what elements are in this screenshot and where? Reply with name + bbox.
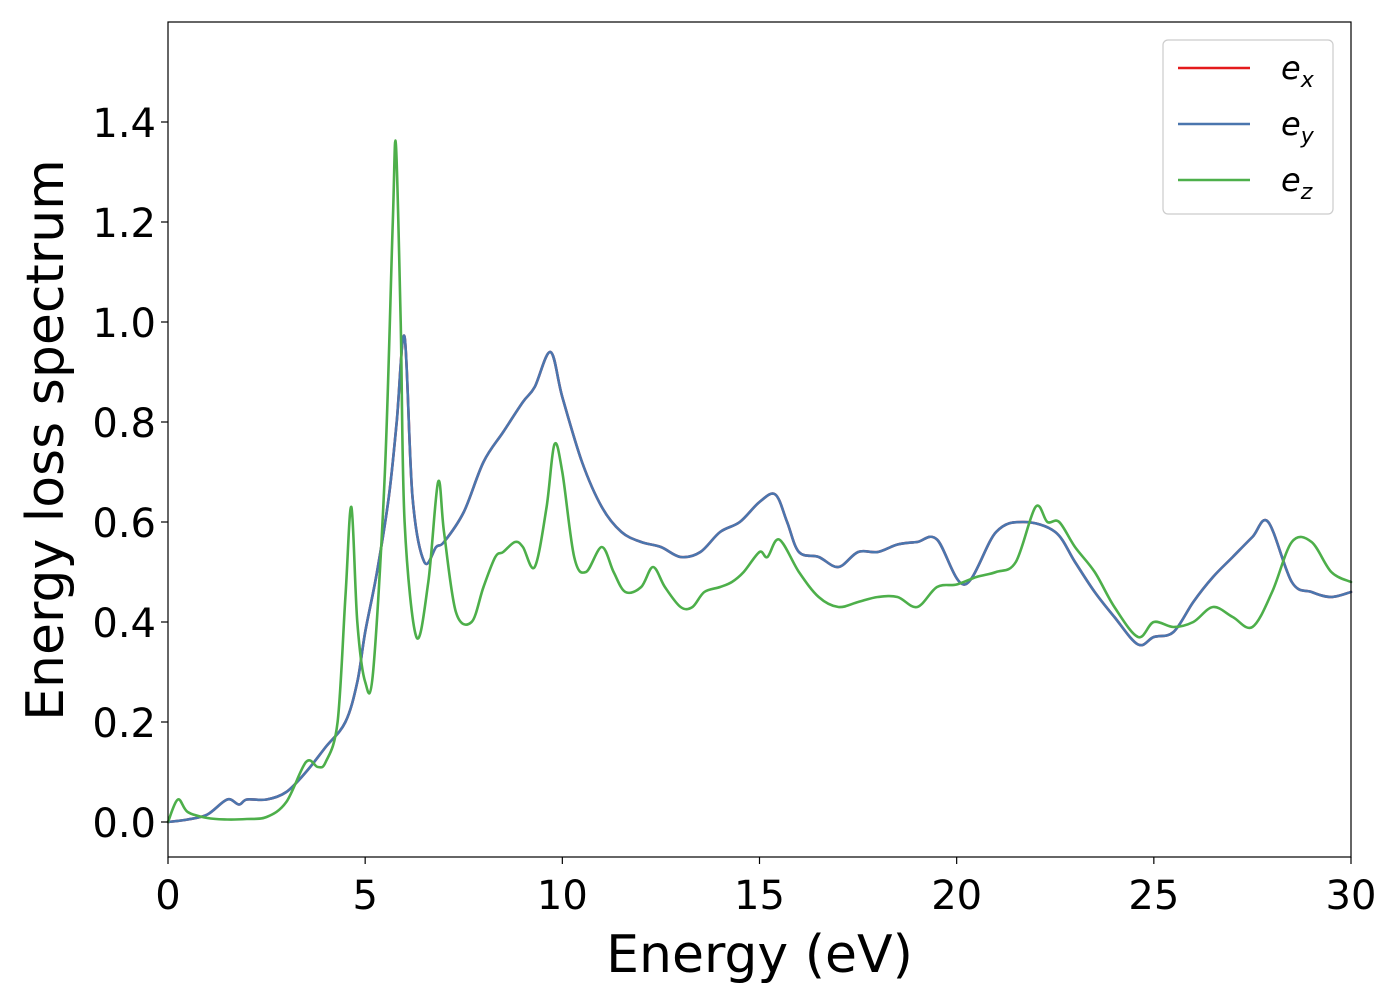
y-axis-label: Energy loss spectrum: [16, 159, 76, 721]
legend-label-subscript: y: [1300, 124, 1315, 149]
y-tick-label: 0.0: [92, 801, 156, 847]
x-tick-label: 15: [734, 873, 785, 919]
series-line-y: [166, 334, 1353, 824]
y-tick-label: 1.4: [92, 101, 156, 147]
legend-label-base: e: [1281, 49, 1301, 87]
legend-label-z: ez: [1281, 161, 1313, 205]
x-tick-label: 30: [1326, 873, 1377, 919]
series-layer: [166, 139, 1353, 824]
x-tick-label: 5: [352, 873, 377, 919]
legend-label-y: ey: [1281, 105, 1315, 149]
legend-label-base: e: [1281, 161, 1301, 199]
legend-box: [1162, 39, 1334, 215]
x-tick-label: 10: [537, 873, 588, 919]
y-axis-ticks: 0.0 0.2 0.4 0.6 0.8 1.0 1.2 1.4: [92, 101, 168, 847]
y-tick-label: 1.2: [92, 201, 156, 247]
x-tick-label: 20: [931, 873, 982, 919]
legend-label-base: e: [1281, 105, 1301, 143]
y-tick-label: 0.8: [92, 401, 156, 447]
series-line-z: [166, 139, 1353, 824]
y-tick-label: 0.4: [92, 601, 156, 647]
x-tick-label: 25: [1128, 873, 1179, 919]
legend-label-x: ex: [1281, 49, 1315, 93]
legend-label-subscript: z: [1300, 180, 1313, 205]
x-tick-label: 0: [155, 873, 180, 919]
x-axis-ticks: 0 5 10 15 20 25 30: [155, 857, 1376, 919]
y-tick-label: 1.0: [92, 301, 156, 347]
y-tick-label: 0.6: [92, 501, 156, 547]
y-tick-label: 0.2: [92, 701, 156, 747]
x-axis-label: Energy (eV): [606, 925, 913, 985]
legend-label-subscript: x: [1300, 68, 1315, 93]
